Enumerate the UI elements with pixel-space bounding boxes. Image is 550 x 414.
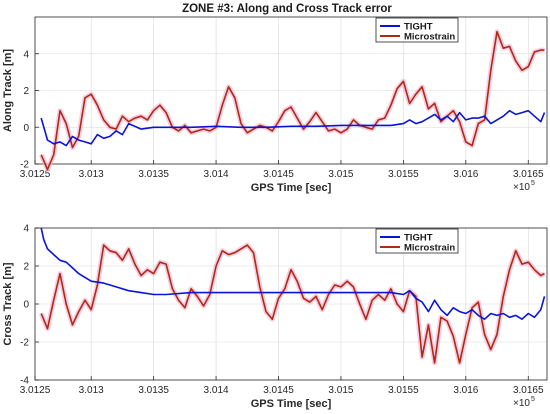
x-tick-label: 3.0155 [388, 385, 419, 396]
legend-label: TIGHT [404, 232, 433, 243]
series-lines [38, 227, 546, 366]
x-exponent-label: ×10 [513, 398, 530, 409]
along-track-chart: ZONE #3: Along and Cross Track error 3.0… [2, 3, 548, 194]
x-tick-label: 3.0135 [138, 169, 169, 180]
axis-ticks: 3.0125 3.013 3.0135 3.014 3.0145 3.015 3.0155 3… [20, 49, 544, 180]
x-tick-label: 3.0145 [263, 385, 294, 396]
x-tick-label: 3.014 [204, 385, 229, 396]
x-tick-label: 3.0165 [513, 169, 544, 180]
y-tick-label: 4 [23, 49, 29, 60]
series-lines [38, 29, 546, 172]
microstrain-series-line [40, 30, 545, 171]
y-axis-label: Cross Track [m] [2, 262, 14, 345]
x-tick-label: 3.0145 [263, 169, 294, 180]
tight-series-line [40, 109, 546, 147]
y-tick-label: 2 [23, 86, 29, 97]
x-tick-label: 3.0125 [20, 169, 51, 180]
x-exponent-power: 5 [531, 180, 535, 187]
x-tick-label: 3.0125 [20, 385, 51, 396]
y-tick-label: -2 [20, 160, 29, 171]
x-tick-label: 3.015 [328, 169, 353, 180]
chart-title: ZONE #3: Along and Cross Track error [182, 3, 392, 15]
x-tick-label: 3.013 [79, 385, 104, 396]
y-tick-label: 0 [23, 300, 29, 311]
axis-ticks: 3.0125 3.013 3.0135 3.014 3.0145 3.015 3.0155 3… [20, 224, 544, 397]
x-axis-label: GPS Time [sec] [251, 182, 332, 194]
legend-box [375, 17, 459, 43]
legend-label: TIGHT [404, 21, 433, 32]
microstrain-series-line [40, 244, 545, 364]
y-tick-label: 2 [23, 262, 29, 273]
x-tick-label: 3.015 [328, 385, 353, 396]
x-tick-label: 3.0135 [138, 385, 169, 396]
x-exponent-power: 5 [531, 396, 535, 403]
x-tick-label: 3.016 [453, 169, 478, 180]
x-exponent-label: ×10 [513, 182, 530, 193]
x-tick-label: 3.0155 [388, 169, 419, 180]
tight-series-line [40, 227, 546, 321]
y-tick-label: 0 [23, 123, 29, 134]
x-axis-label: GPS Time [sec] [251, 398, 332, 410]
x-exponent-base: ×10 [513, 398, 530, 409]
x-tick-label: 3.0165 [513, 385, 544, 396]
cross-track-chart: 3.0125 3.013 3.0135 3.014 3.0145 3.015 3.0155 3… [2, 224, 548, 410]
y-tick-label: 4 [23, 224, 29, 235]
y-tick-label: -4 [20, 376, 29, 387]
x-exponent-base: ×10 [513, 182, 530, 193]
legend-box [375, 228, 459, 254]
y-tick-label: -2 [20, 338, 29, 349]
legend-label: Microstrain [404, 31, 455, 42]
x-tick-label: 3.013 [79, 169, 104, 180]
legend-label: Microstrain [404, 242, 455, 253]
x-tick-label: 3.014 [204, 169, 229, 180]
x-tick-label: 3.016 [453, 385, 478, 396]
y-axis-label: Along Track [m] [2, 49, 14, 132]
